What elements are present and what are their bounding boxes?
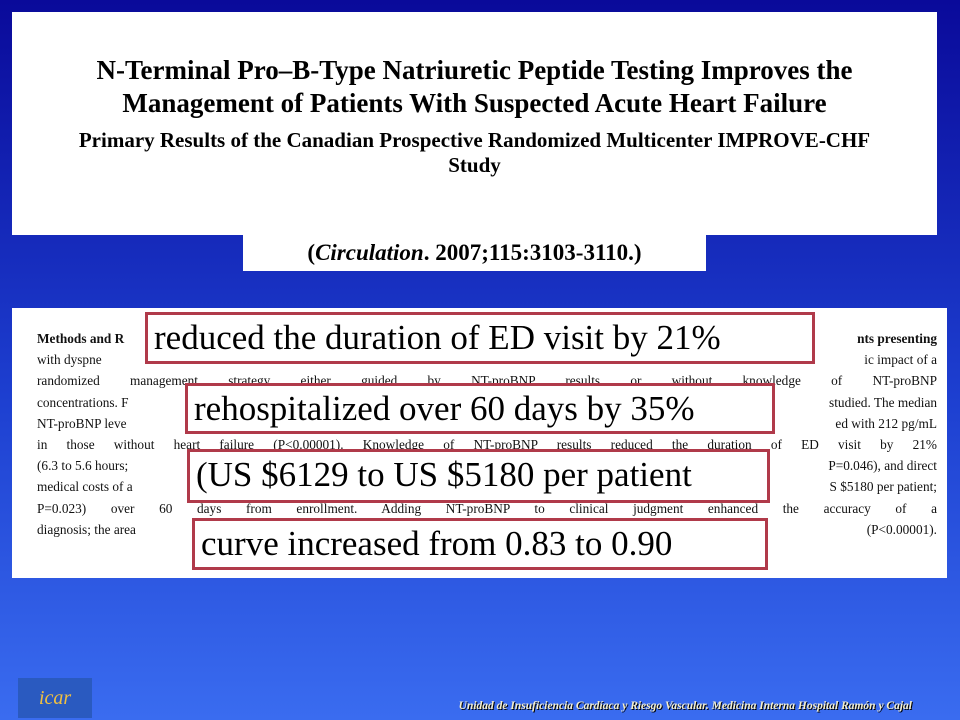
- abstract-line: in those without heart failure (P<0.0000…: [37, 434, 937, 455]
- callout: (US $6129 to US $5180 per patient: [187, 449, 770, 503]
- abstract-fragment: studied. The median: [829, 394, 937, 410]
- callout: curve increased from 0.83 to 0.90: [192, 518, 768, 570]
- logo: icar: [18, 678, 92, 718]
- abstract-line: (6.3 to 5.6 hours; P=0.046), and direct: [37, 455, 937, 476]
- title: N-Terminal Pro–B-Type Natriuretic Peptid…: [96, 55, 853, 118]
- abstract-fragment: in those without heart failure (P<0.0000…: [37, 437, 937, 453]
- abstract-fragment: diagnosis; the area: [37, 521, 136, 537]
- abstract-fragment: medical costs of a: [37, 479, 133, 495]
- abstract-fragment: nts presenting: [857, 331, 937, 346]
- citation-open: (: [307, 240, 316, 265]
- abstract-line: Methods and R nts presenting: [37, 328, 937, 349]
- abstract-fragment: concentrations. F: [37, 394, 129, 410]
- footer: Unidad de Insuficiencia Cardíaca y Riesg…: [458, 700, 912, 712]
- abstract-fragment: (6.3 to 5.6 hours;: [37, 458, 129, 474]
- abstract-line: diagnosis; the area (P<0.00001).: [37, 519, 937, 540]
- abstract-fragment: ic impact of a: [864, 352, 937, 368]
- abstract-fragment: Methods and R: [37, 331, 125, 346]
- abstract-line: concentrations. F studied. The median: [37, 392, 937, 413]
- journal: Circulation: [315, 240, 424, 265]
- abstract-fragment: P=0.023) over 60 days from enrollment. A…: [37, 500, 937, 516]
- abstract-line: P=0.023) over 60 days from enrollment. A…: [37, 498, 937, 519]
- abstract-fragment: P=0.046), and direct: [828, 458, 937, 474]
- abstract-fragment: NT-proBNP leve: [37, 415, 127, 431]
- abstract-fragment: with dyspne: [37, 352, 102, 368]
- abstract-fragment: S $5180 per patient;: [829, 479, 937, 495]
- callout: rehospitalized over 60 days by 35%: [185, 383, 775, 434]
- callout: reduced the duration of ED visit by 21%: [145, 312, 815, 364]
- abstract-line: medical costs of a S $5180 per patient;: [37, 476, 937, 497]
- citation: (Circulation. 2007;115:3103-3110.): [243, 235, 706, 271]
- citation-details: . 2007;115:3103-3110.): [423, 240, 642, 265]
- abstract-fragment: ed with 212 pg/mL: [835, 415, 937, 431]
- abstract-line: NT-proBNP leve ed with 212 pg/mL: [37, 413, 937, 434]
- subtitle: Primary Results of the Canadian Prospect…: [78, 128, 871, 177]
- abstract-line: with dyspne ic impact of a: [37, 349, 937, 370]
- header-box: N-Terminal Pro–B-Type Natriuretic Peptid…: [12, 12, 937, 235]
- abstract-fragment: (P<0.00001).: [866, 521, 937, 537]
